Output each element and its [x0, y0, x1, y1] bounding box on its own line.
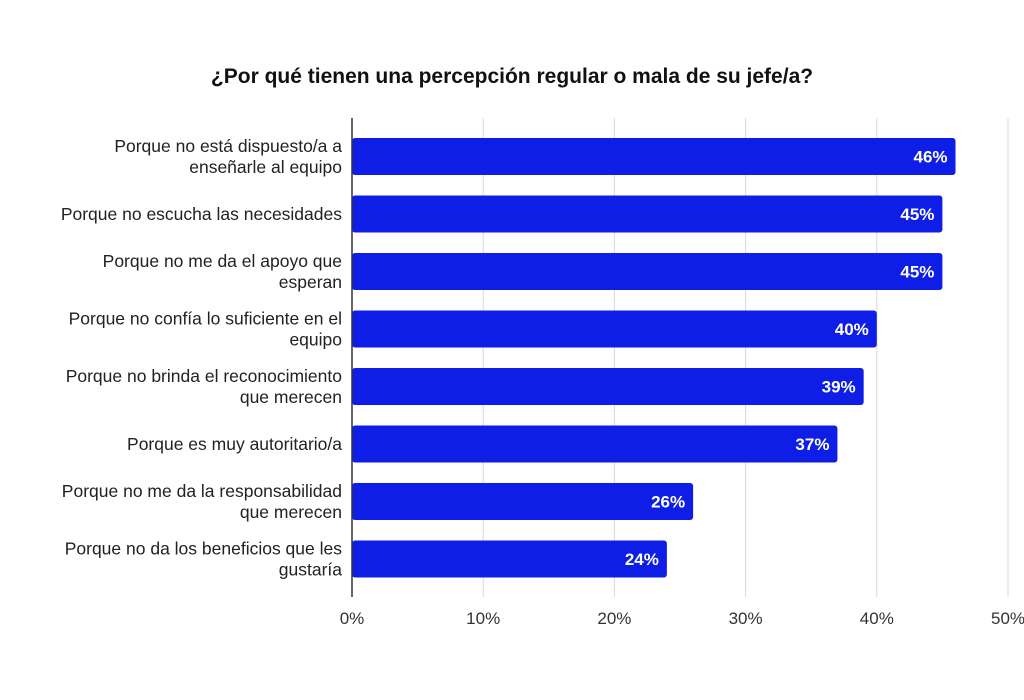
category-label: gustaría: [279, 560, 342, 580]
category-label: enseñarle al equipo: [189, 157, 342, 177]
data-label: 39%: [822, 378, 856, 397]
data-label: 24%: [625, 550, 659, 569]
bar: [352, 253, 943, 290]
bar: [352, 483, 694, 520]
category-label: Porque no brinda el reconocimiento: [66, 366, 342, 386]
data-label: 45%: [900, 263, 934, 282]
category-label: Porque no me da la responsabilidad: [62, 481, 342, 501]
data-label: 40%: [835, 320, 869, 339]
bar: [352, 425, 838, 463]
data-label: 46%: [913, 148, 947, 167]
x-tick-label: 20%: [597, 609, 631, 628]
x-axis-ticks: 0% 10% 20% 30% 40% 50%: [340, 609, 1024, 628]
gridlines: [482, 118, 1009, 597]
x-tick-label: 30%: [729, 609, 763, 628]
bar: [352, 195, 943, 233]
data-label: 45%: [900, 205, 934, 224]
category-label: que merecen: [240, 387, 342, 407]
bars: 46% 45% 45% 40% 39% 37% 26% 24%: [352, 138, 956, 578]
category-label: Porque no está dispuesto/a a: [114, 136, 342, 156]
category-label: Porque no confía lo suficiente en el: [69, 309, 342, 329]
chart-title: ¿Por qué tienen una percepción regular o…: [211, 65, 813, 88]
category-label: Porque es muy autoritario/a: [127, 434, 342, 454]
data-label: 26%: [651, 493, 685, 512]
x-tick-label: 0%: [340, 609, 365, 628]
category-label: equipo: [289, 330, 342, 350]
category-label: esperan: [279, 272, 342, 292]
bar: [352, 138, 956, 175]
x-tick-label: 10%: [466, 609, 500, 628]
category-label: que merecen: [240, 502, 342, 522]
category-label: Porque no escucha las necesidades: [61, 204, 342, 224]
category-label: Porque no me da el apoyo que: [103, 251, 342, 271]
bar: [352, 310, 877, 348]
x-tick-label: 40%: [860, 609, 894, 628]
bar: [352, 540, 667, 578]
bar: [352, 368, 864, 405]
x-tick-label: 50%: [991, 609, 1024, 628]
category-label: Porque no da los beneficios que les: [65, 539, 343, 559]
data-label: 37%: [795, 435, 829, 454]
